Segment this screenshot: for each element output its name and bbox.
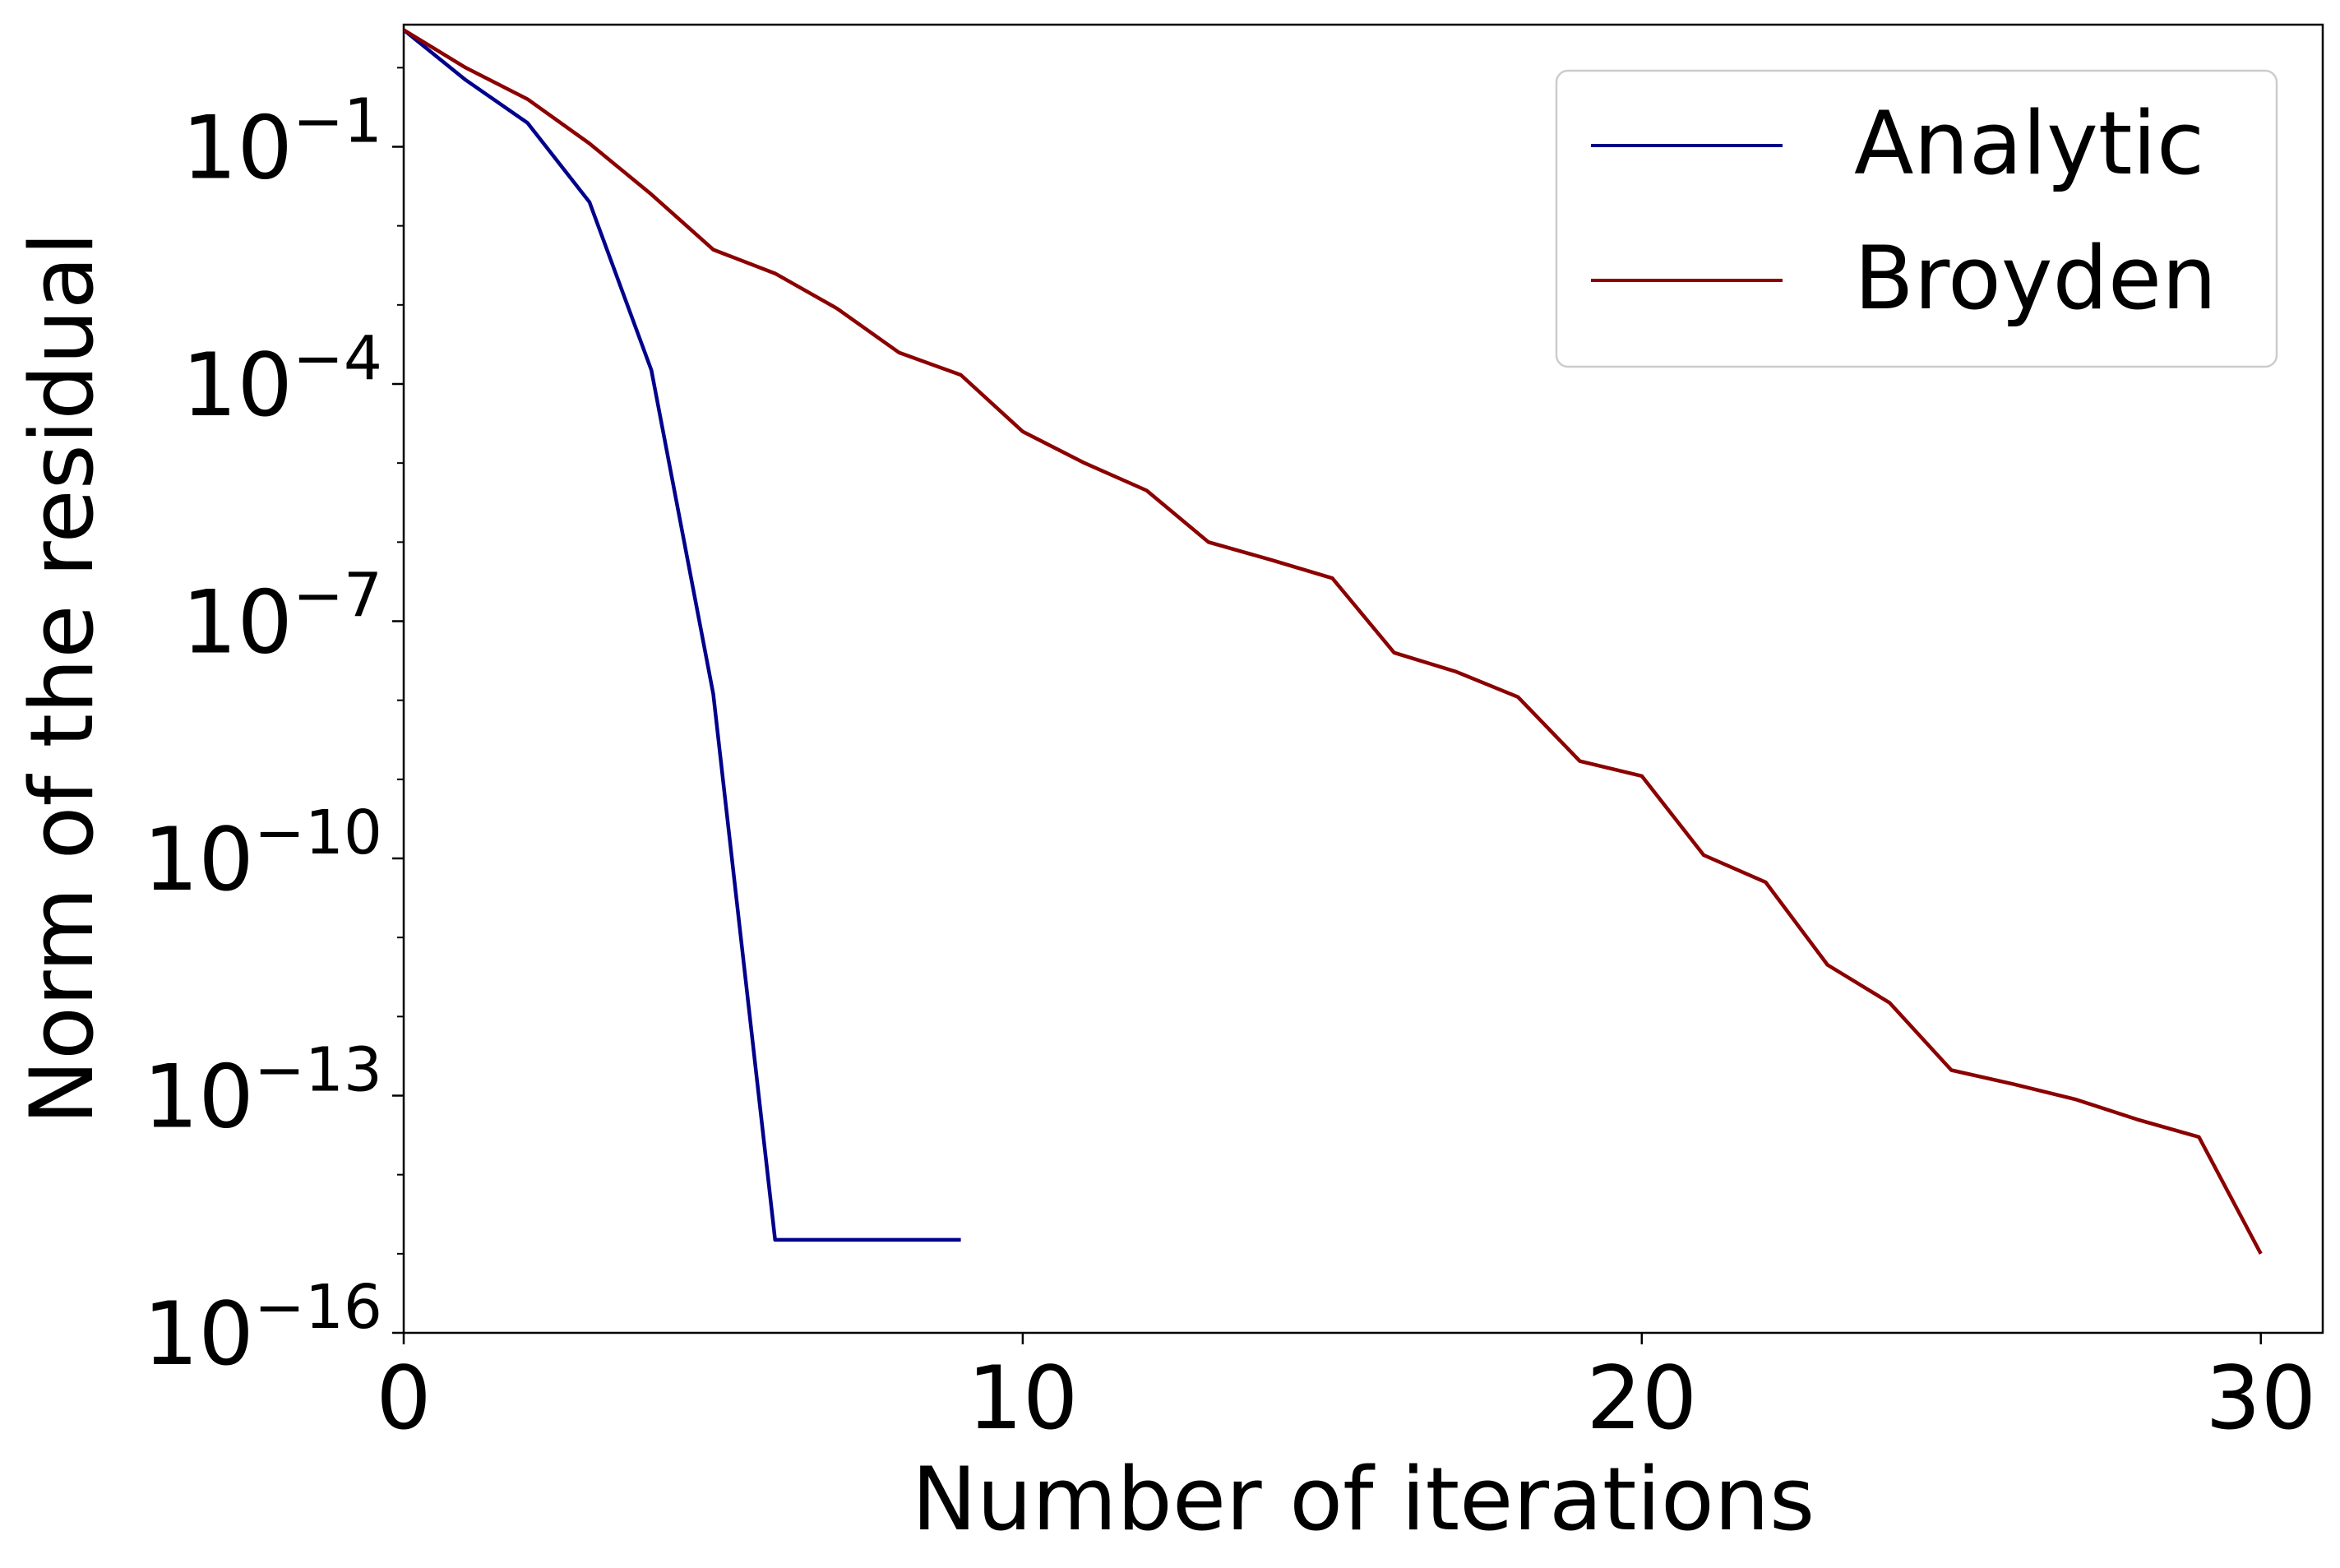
x-tick-label: 20 (1586, 1348, 1697, 1449)
y-tick-label: 10−1 (182, 86, 382, 198)
legend-label-broyden: Broyden (1854, 228, 2217, 329)
x-tick-label: 0 (376, 1348, 431, 1449)
series-line-analytic (404, 28, 961, 1242)
y-tick-label: 10−7 (182, 560, 382, 673)
y-tick-label: 10−4 (182, 323, 382, 436)
series-layer (404, 28, 2263, 1255)
x-axis: 0 10 20 30 (376, 1333, 2316, 1449)
x-tick-label: 30 (2205, 1348, 2316, 1449)
legend: Analytic Broyden (1555, 69, 2278, 368)
y-tick-label: 10−13 (143, 1034, 382, 1147)
y-axis-label: Norm of the residual (12, 232, 113, 1125)
x-tick-label: 10 (967, 1348, 1078, 1449)
legend-label-analytic: Analytic (1854, 93, 2204, 194)
axes-frame (402, 23, 2324, 1334)
series-line-broyden (404, 28, 2263, 1255)
y-tick-label: 10−10 (143, 798, 382, 910)
y-tick-label: 10−16 (143, 1272, 382, 1385)
plot-area (402, 23, 2324, 1334)
y-axis: 10−1 10−4 10−7 10−10 10−13 10−16 (143, 67, 404, 1385)
x-axis-label: Number of iterations (912, 1449, 1815, 1550)
